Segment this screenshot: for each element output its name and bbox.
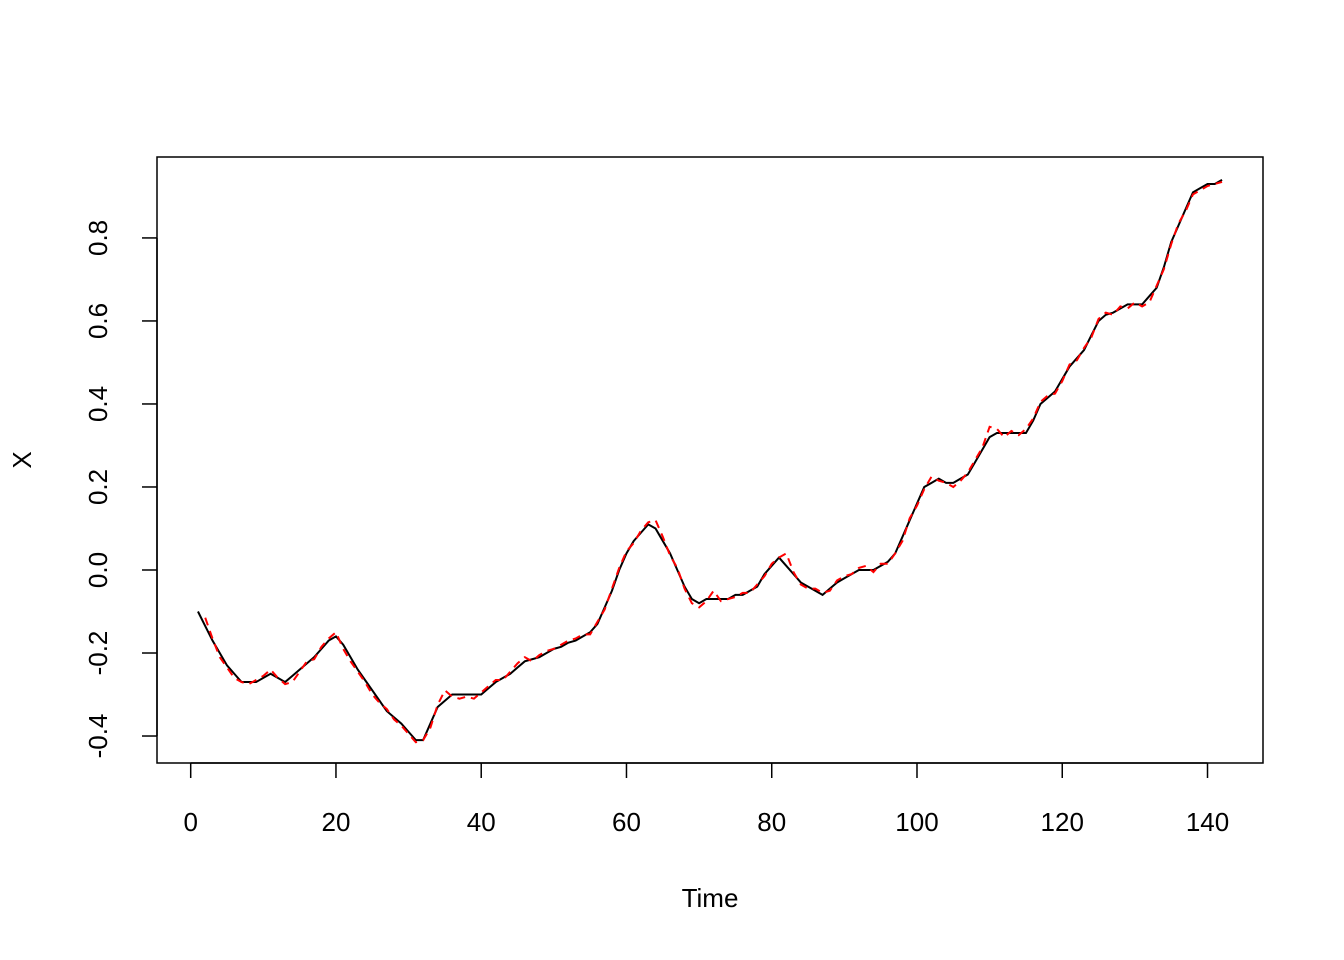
y-tick-label: 0.4 (83, 386, 113, 422)
series-line (197, 178, 1223, 742)
x-tick-label: 100 (895, 807, 938, 837)
y-tick-label: 0.6 (83, 303, 113, 339)
series-line (204, 180, 1223, 744)
x-tick-label: 80 (757, 807, 786, 837)
x-tick-label: 60 (612, 807, 641, 837)
x-tick-label: 0 (183, 807, 197, 837)
y-tick-label: -0.2 (83, 631, 113, 676)
x-tick-label: 40 (467, 807, 496, 837)
y-axis-label: X (7, 451, 37, 468)
y-tick-label: 0.2 (83, 469, 113, 505)
y-tick-label: -0.4 (83, 714, 113, 759)
y-tick-label: 0.0 (83, 552, 113, 588)
plot-frame (156, 156, 1264, 764)
x-tick-label: 140 (1186, 807, 1229, 837)
x-tick-label: 120 (1041, 807, 1084, 837)
y-tick-label: 0.8 (83, 220, 113, 256)
x-tick-label: 20 (321, 807, 350, 837)
x-axis-label: Time (682, 883, 739, 913)
